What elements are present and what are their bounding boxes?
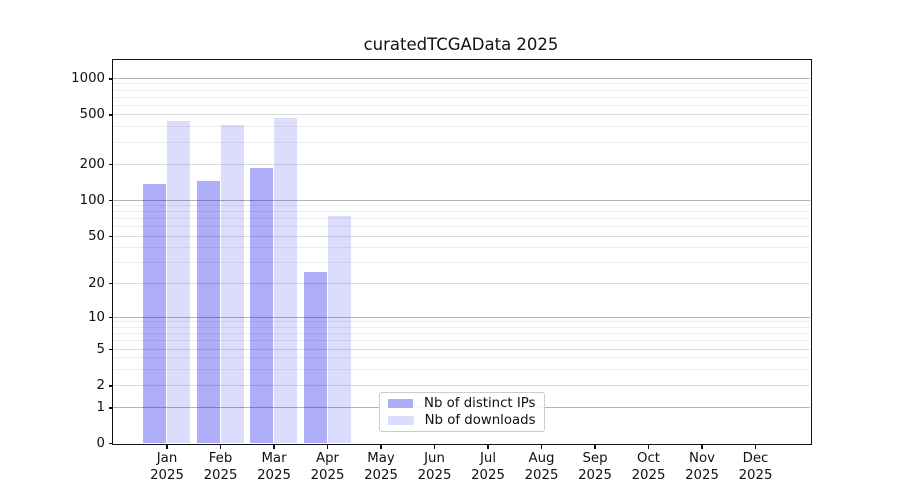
x-ticklabel-apr-2025: Apr 2025 bbox=[310, 451, 345, 483]
bar-distinct-ips-feb bbox=[196, 180, 220, 443]
legend-item-distinct-ips: Nb of distinct IPs bbox=[387, 395, 536, 412]
x-ticklabel-nov-2025: Nov 2025 bbox=[685, 451, 719, 483]
bar-distinct-ips-apr bbox=[303, 271, 327, 443]
y-ticklabel-1000: 1000 bbox=[71, 71, 105, 86]
y-tickmark-500 bbox=[108, 114, 113, 116]
x-tickmark-sep bbox=[594, 445, 596, 449]
gridline-y-500 bbox=[112, 114, 810, 115]
chart-title: curatedTCGAData 2025 bbox=[363, 35, 559, 54]
gridline-y-20 bbox=[112, 282, 810, 284]
x-tickmark-jun bbox=[433, 445, 436, 449]
gridline-y-300 bbox=[112, 141, 810, 143]
gridline-y-900 bbox=[112, 83, 810, 85]
gridline-y-700 bbox=[112, 96, 810, 98]
x-tickmark-mar bbox=[273, 445, 275, 449]
bar-distinct-ips-mar bbox=[250, 168, 273, 443]
gridline-y-1000 bbox=[112, 78, 810, 79]
x-ticklabel-aug-2025: Aug 2025 bbox=[524, 451, 559, 483]
x-tickmark-may bbox=[380, 445, 382, 449]
x-tickmark-jan bbox=[166, 445, 168, 449]
x-tickmark-jul bbox=[487, 445, 489, 449]
y-ticklabel-200: 200 bbox=[79, 156, 105, 172]
gridline-y-40 bbox=[112, 246, 810, 248]
x-tickmark-apr bbox=[326, 445, 329, 449]
gridline-y-6 bbox=[112, 340, 810, 342]
gridline-y-9 bbox=[112, 321, 810, 323]
y-ticklabel-0: 0 bbox=[96, 435, 105, 451]
y-ticklabel-2: 2 bbox=[96, 378, 105, 393]
gridline-y-4 bbox=[112, 357, 810, 359]
gridline-y-80 bbox=[112, 211, 810, 213]
gridline-y-600 bbox=[112, 104, 810, 106]
y-ticklabel-10: 10 bbox=[88, 309, 105, 325]
plot-area: Nb of distinct IPs Nb of downloads bbox=[111, 59, 812, 445]
x-ticklabel-may-2025: May 2025 bbox=[364, 451, 398, 483]
y-tickmark-0 bbox=[108, 442, 113, 445]
x-ticklabel-jun-2025: Jun 2025 bbox=[417, 451, 452, 483]
gridline-y-100 bbox=[112, 199, 810, 201]
gridline-y-200 bbox=[112, 163, 810, 165]
y-tickmark-50 bbox=[108, 235, 113, 238]
gridline-y-50 bbox=[112, 235, 810, 237]
x-ticklabel-dec-2025: Dec 2025 bbox=[738, 451, 773, 483]
bar-downloads-feb bbox=[220, 124, 244, 443]
x-tickmark-aug bbox=[540, 445, 543, 449]
x-ticklabel-oct-2025: Oct 2025 bbox=[631, 451, 666, 483]
x-ticklabel-mar-2025: Mar 2025 bbox=[257, 451, 291, 483]
x-tickmark-dec bbox=[754, 445, 757, 449]
legend-item-downloads: Nb of downloads bbox=[387, 412, 536, 429]
y-ticklabel-20: 20 bbox=[88, 275, 105, 291]
y-ticklabel-1: 1 bbox=[96, 400, 105, 415]
gridline-y-400 bbox=[112, 126, 810, 128]
y-tickmark-5 bbox=[108, 348, 113, 351]
gridline-y-60 bbox=[112, 226, 810, 228]
legend-swatch-distinct-ips bbox=[387, 399, 414, 408]
gridline-y-30 bbox=[112, 261, 810, 263]
bar-downloads-mar bbox=[274, 117, 297, 443]
x-ticklabel-jul-2025: Jul 2025 bbox=[471, 451, 505, 483]
gridline-y-800 bbox=[112, 89, 810, 91]
y-ticklabel-500: 500 bbox=[79, 107, 105, 122]
legend-swatch-downloads bbox=[387, 416, 414, 425]
y-tickmark-2 bbox=[108, 385, 113, 387]
legend-label-distinct-ips: Nb of distinct IPs bbox=[424, 396, 536, 411]
gridline-y-5 bbox=[112, 348, 810, 350]
gridline-y-2 bbox=[112, 385, 810, 386]
gridline-y-10 bbox=[112, 316, 810, 318]
gridline-y-3 bbox=[112, 368, 810, 370]
y-tickmark-20 bbox=[108, 282, 113, 285]
legend-label-downloads: Nb of downloads bbox=[424, 413, 536, 428]
gridline-y-7 bbox=[112, 332, 810, 334]
y-tickmark-10 bbox=[108, 316, 113, 319]
x-ticklabel-jan-2025: Jan 2025 bbox=[150, 451, 184, 483]
y-ticklabel-50: 50 bbox=[88, 228, 105, 244]
x-tickmark-feb bbox=[219, 445, 222, 449]
y-ticklabel-100: 100 bbox=[79, 192, 105, 208]
bar-distinct-ips-jan bbox=[143, 183, 166, 443]
x-tickmark-oct bbox=[647, 445, 650, 449]
y-tickmark-100 bbox=[108, 199, 113, 202]
x-ticklabel-feb-2025: Feb 2025 bbox=[203, 451, 238, 483]
y-ticklabel-5: 5 bbox=[96, 341, 105, 357]
gridline-y-8 bbox=[112, 326, 810, 328]
bar-downloads-jan bbox=[167, 121, 190, 443]
y-tickmark-1 bbox=[108, 407, 113, 409]
bar-downloads-apr bbox=[327, 216, 351, 443]
gridline-y-90 bbox=[112, 204, 810, 206]
legend: Nb of distinct IPs Nb of downloads bbox=[378, 392, 545, 432]
gridline-y-70 bbox=[112, 218, 810, 220]
y-tickmark-1000 bbox=[108, 78, 113, 80]
x-ticklabel-sep-2025: Sep 2025 bbox=[578, 451, 612, 483]
x-tickmark-nov bbox=[701, 445, 703, 449]
y-tickmark-200 bbox=[108, 163, 113, 166]
